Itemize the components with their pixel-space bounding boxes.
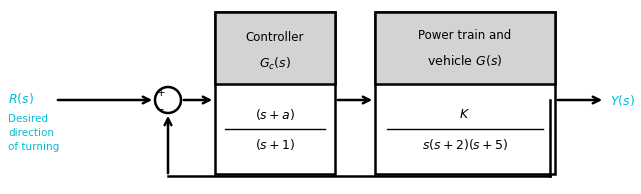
Text: $(s + a)$: $(s + a)$ — [255, 107, 295, 122]
Text: +: + — [157, 88, 166, 98]
Bar — [375, 12, 555, 84]
Text: $-$: $-$ — [155, 103, 165, 113]
Text: $G_c(s)$: $G_c(s)$ — [259, 56, 291, 72]
Text: $R(s)$: $R(s)$ — [8, 90, 34, 106]
Text: $s(s + 2)(s + 5)$: $s(s + 2)(s + 5)$ — [422, 138, 508, 152]
Text: $(s + 1)$: $(s + 1)$ — [254, 138, 296, 152]
Text: $K$: $K$ — [460, 108, 470, 121]
Text: Controller: Controller — [246, 31, 304, 44]
Text: Desired
direction
of turning: Desired direction of turning — [8, 114, 59, 152]
Text: vehicle $G(s)$: vehicle $G(s)$ — [428, 54, 503, 68]
Text: $Y(s)$: $Y(s)$ — [610, 93, 635, 107]
Circle shape — [155, 87, 181, 113]
Text: Power train and: Power train and — [419, 29, 512, 42]
Bar — [215, 12, 335, 84]
Bar — [375, 12, 555, 174]
Bar — [215, 12, 335, 174]
